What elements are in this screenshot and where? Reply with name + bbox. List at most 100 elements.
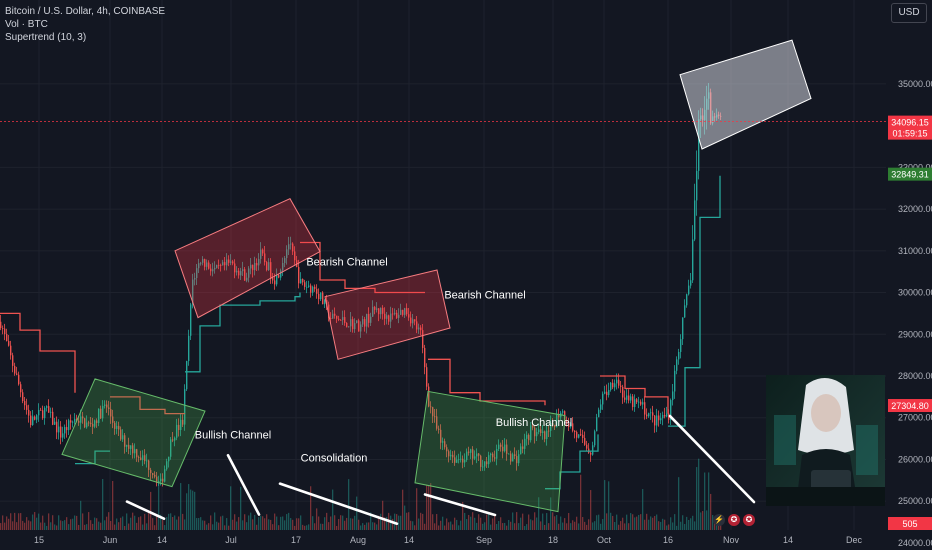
volume-bar [156,514,158,530]
candle-body [372,306,374,317]
volume-bar [232,519,234,530]
candle-body [60,426,62,438]
x-tick-label: 14 [157,535,167,545]
candle-body [558,414,560,418]
channel-drawings[interactable] [61,39,812,513]
candle-body [638,401,640,403]
volume-bar [318,516,320,530]
candle-body [296,260,298,268]
volume-bar [422,513,424,530]
volume-bar [120,517,122,530]
candle-body [464,459,466,463]
volume-bar [688,519,690,530]
volume-bar [692,515,694,530]
volume-bar [84,524,86,530]
volume-bar [352,518,354,530]
candle-body [180,419,182,430]
candle-body [694,200,696,240]
candle-body [636,399,638,403]
volume-bar [224,525,226,530]
currency-button[interactable]: USD [891,3,927,23]
candle-body [166,461,168,470]
candle-body [692,239,694,281]
annotation-label: Bearish Channel [444,289,525,301]
volume-bar [560,516,562,530]
us-flag-icon[interactable]: ✪ [728,514,740,526]
volume-bar [556,515,558,530]
volume-bar [68,524,70,530]
supertrend-legend[interactable]: Supertrend (10, 3) [5,32,87,43]
candle-body [398,314,400,318]
volume-bar [712,514,714,530]
candle-body [240,271,242,276]
volume-bar [618,524,620,530]
candle-body [518,454,520,464]
volume-bar [486,514,488,530]
candle-body [38,409,40,416]
volume-bar [442,516,444,530]
volume-legend[interactable]: Vol · BTC [5,19,48,30]
candle-body [66,427,68,431]
candle-body [496,448,498,459]
volume-bar [624,523,626,530]
candle-body [212,269,214,272]
x-tick-label: 14 [404,535,414,545]
volume-bar [254,514,256,530]
volume-bar [596,515,598,530]
volume-badge [888,517,932,530]
candle-body [410,317,412,324]
volume-bar [118,522,120,530]
bearish-channel-box [324,269,451,360]
candle-body [680,339,682,352]
volume-bar [20,513,22,530]
candle-body [594,431,596,446]
candle-body [606,391,608,396]
volume-bar [192,490,194,530]
bottom-icons[interactable]: ⚡ ✪ ✪ [713,514,755,526]
volume-bar [72,518,74,530]
candle-body [306,286,308,288]
volume-bar [536,517,538,530]
volume-bar [30,521,32,530]
candle-body [278,274,280,278]
volume-bar [34,512,36,530]
candle-body [362,319,364,325]
volume-bar [610,512,612,530]
volume-bar [702,511,704,530]
y-tick-label: 33000.00 [898,162,932,172]
candle-body [364,319,366,327]
candle-body [586,444,588,449]
candle-body [492,453,494,458]
candle-body [314,286,316,289]
candle-body [154,474,156,477]
volume-bar [146,523,148,530]
grid-lines [0,0,886,544]
candle-body [578,434,580,438]
candle-body [150,469,152,474]
candle-body [510,453,512,462]
volume-bars [0,458,722,530]
lightning-icon[interactable]: ⚡ [713,514,725,526]
symbol-title[interactable]: Bitcoin / U.S. Dollar, 4h, COINBASE [5,6,166,17]
volume-bar [664,519,666,530]
candle-body [138,457,140,459]
candle-body [630,396,632,401]
candle-body [516,456,518,464]
annotations: Bearish Channel Bearish Channel Bullish Ch… [195,256,572,464]
volume-bar [566,523,568,530]
trend-lines[interactable] [125,414,756,526]
volume-bar [8,518,10,530]
volume-bar [180,483,182,530]
us-flag-icon[interactable]: ✪ [743,514,755,526]
candle-body [340,319,342,321]
candle-body [390,313,392,322]
volume-bar [430,483,432,530]
candle-body [358,320,360,332]
volume-bar [648,519,650,530]
candle-body [284,258,286,263]
candle-body [254,263,256,271]
candle-body [288,244,290,250]
volume-bar [484,522,486,530]
